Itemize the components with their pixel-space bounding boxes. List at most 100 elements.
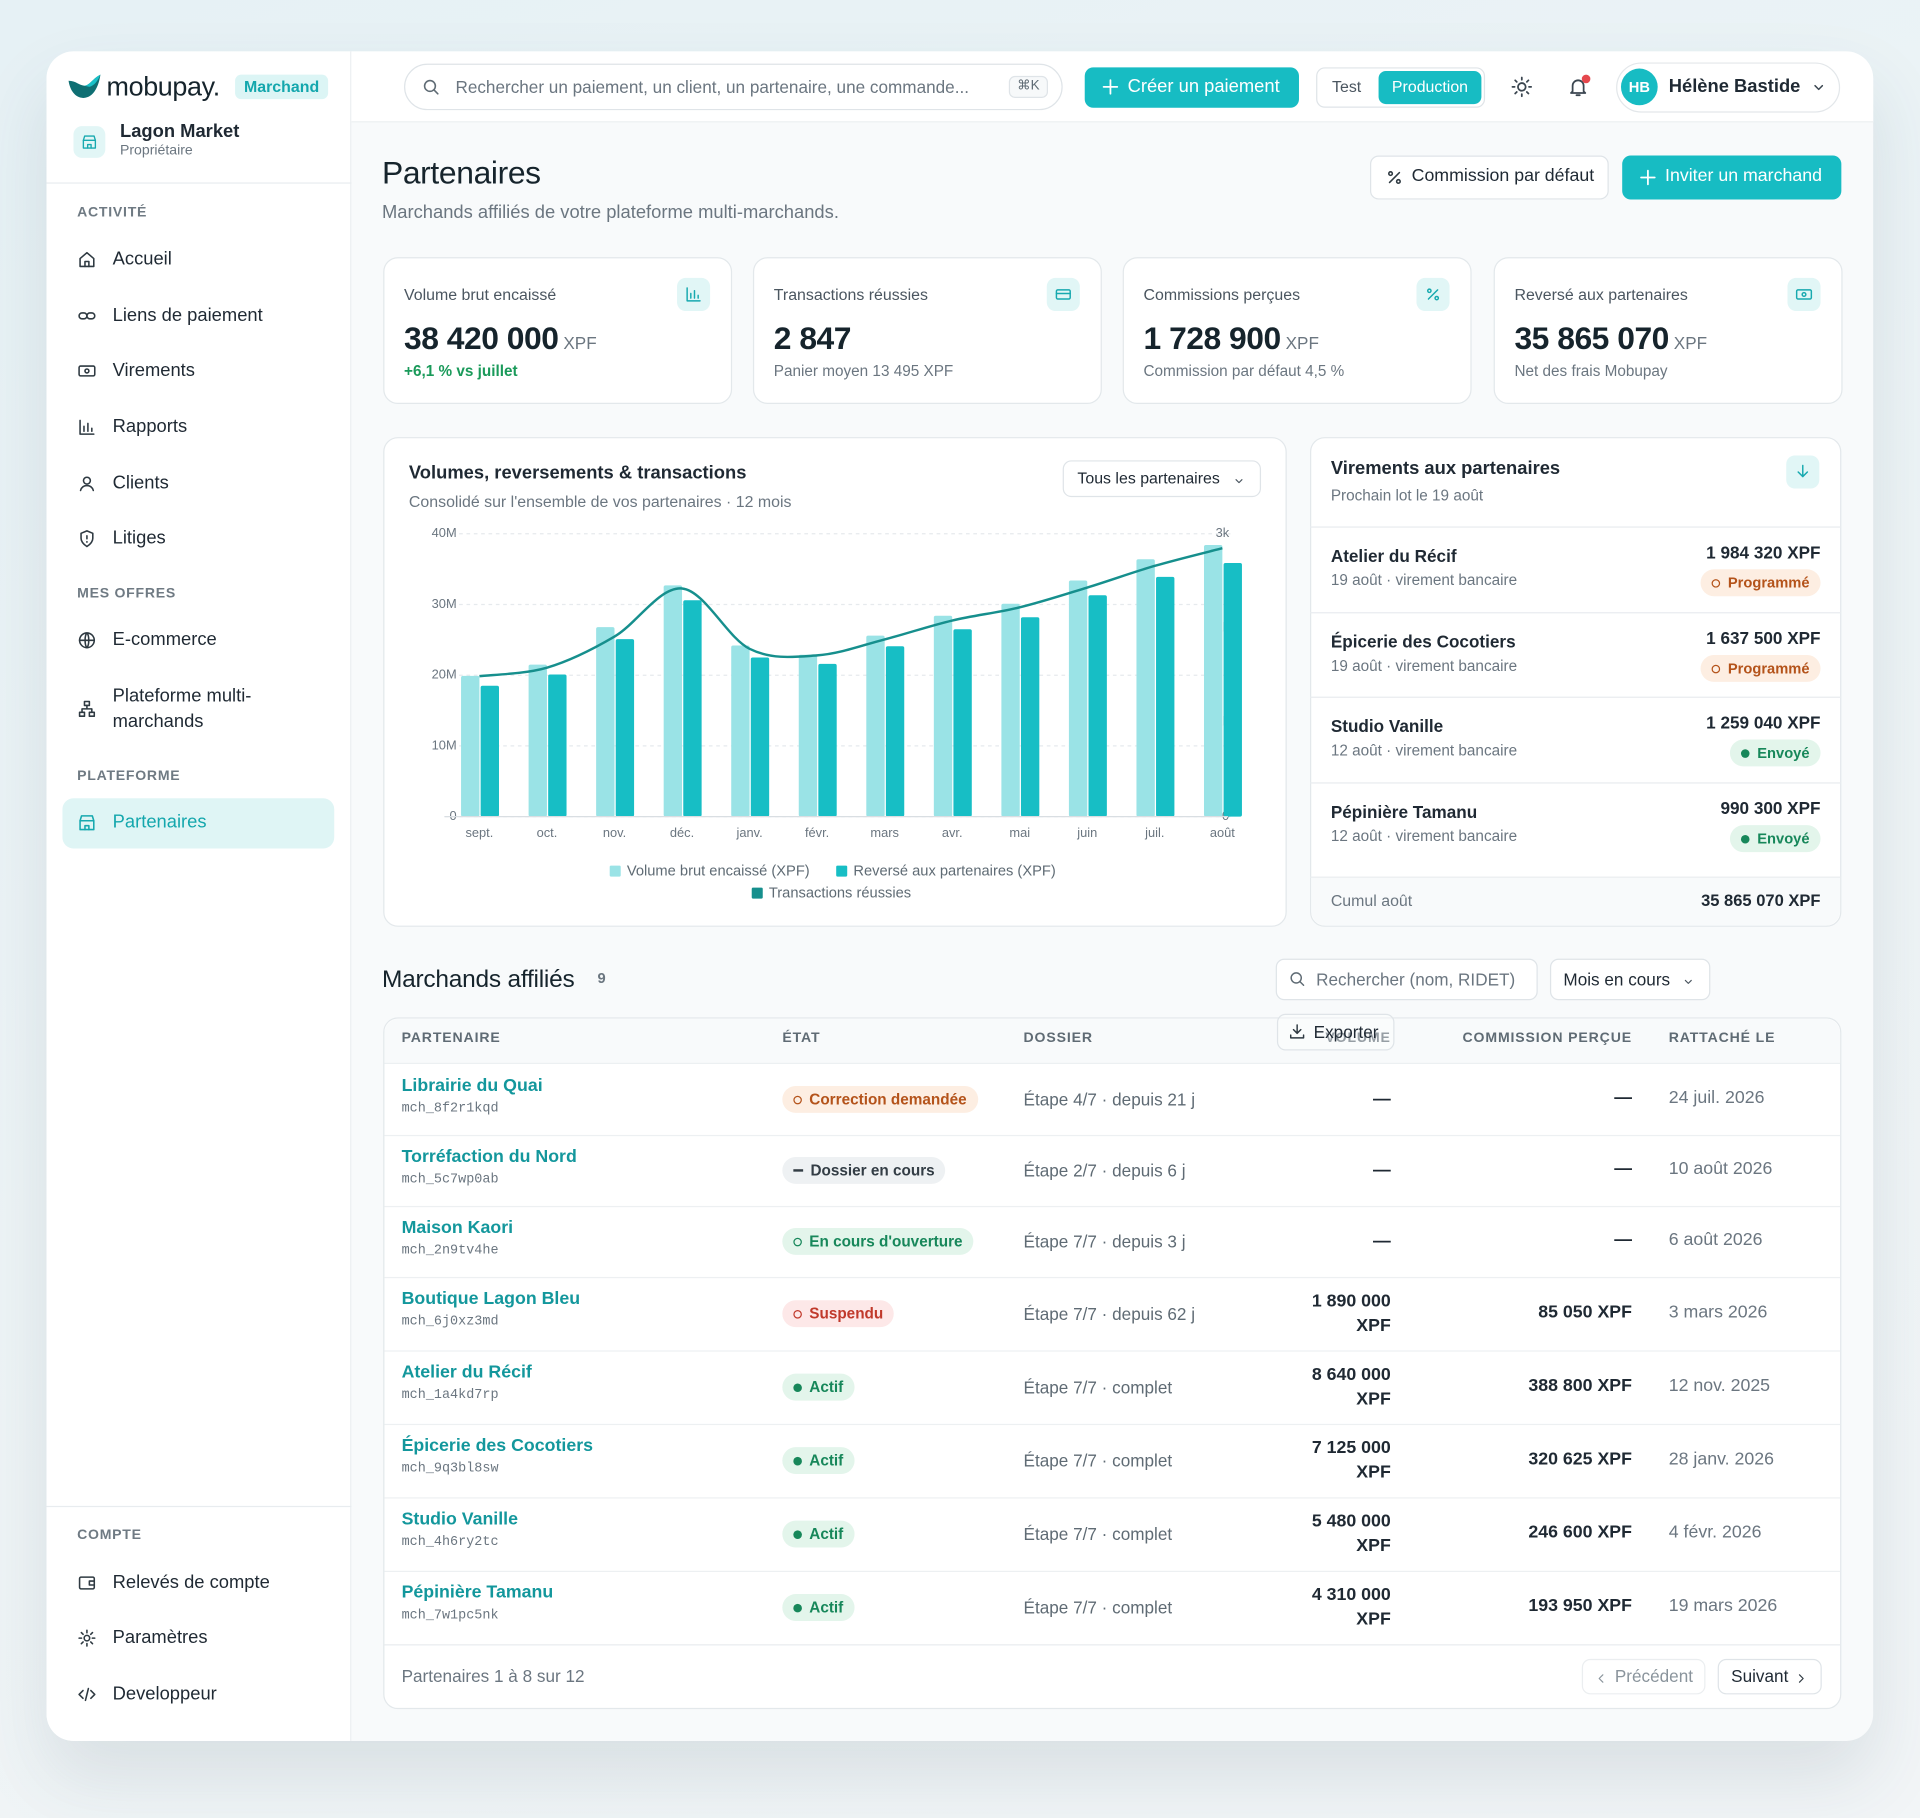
status-pill: Correction demandée (782, 1085, 978, 1113)
nav-item[interactable]: Liens de paiement (112, 304, 263, 326)
kpi-card (752, 257, 1102, 405)
env-test[interactable]: Test (1332, 77, 1362, 96)
status-label: Actif (809, 1524, 844, 1543)
transfer-sep (1310, 876, 1842, 878)
bar (615, 639, 635, 817)
prev-button[interactable] (1581, 1658, 1706, 1695)
transfer-name: Épicerie des Cocotiers (1330, 631, 1516, 651)
chart-filter[interactable] (1062, 460, 1262, 498)
transfer-detail: 12 août · virement bancaire (1330, 827, 1518, 845)
merchant-id: mch_4h6ry2tc (401, 1535, 499, 1551)
env-prod[interactable]: Production (1391, 77, 1469, 96)
merchants-search[interactable] (1275, 958, 1538, 1001)
merchant-name[interactable]: Torréfaction du Nord (401, 1147, 577, 1168)
nav-item[interactable]: E-commerce (112, 629, 217, 651)
export-label[interactable]: Exporter (1313, 1021, 1379, 1042)
nav-item[interactable]: Relevés de compte (112, 1572, 270, 1593)
merchant-date: 4 févr. 2026 (1668, 1523, 1762, 1543)
transfers-title: Virements aux partenaires (1330, 457, 1561, 479)
merchant-name[interactable]: Boutique Lagon Bleu (401, 1289, 581, 1310)
merchants-title: Marchands affiliés (381, 965, 575, 993)
next-button[interactable] (1717, 1658, 1822, 1695)
status-pill: Actif (782, 1520, 855, 1548)
nav-item[interactable]: Paramètres (112, 1627, 208, 1648)
bar (885, 646, 905, 817)
period-select[interactable] (1549, 958, 1711, 1001)
nav-active-bg[interactable] (62, 798, 335, 849)
merchant-name[interactable]: Librairie du Quai (401, 1076, 543, 1097)
nav-item[interactable]: Accueil (112, 248, 172, 270)
bar (1088, 595, 1107, 817)
chart-filter-label[interactable]: Tous les partenaires (1077, 469, 1220, 488)
transfer-name: Studio Vanille (1330, 715, 1444, 736)
merchant-volume: 8 640 000 XPF (1311, 1365, 1391, 1410)
nav-section: PLATEFORME (77, 768, 181, 784)
kpi-note: Net des frais Mobupay (1514, 361, 1668, 379)
status-pill: Dossier en cours (782, 1156, 946, 1184)
transfer-sep (1310, 526, 1842, 528)
status-pill: Programmé (1700, 655, 1821, 682)
icon-part (1798, 1674, 1804, 1683)
x-tick-label: mai (1009, 825, 1030, 840)
kpi-value: 35 865 070 XPF (1514, 320, 1708, 357)
x-tick-label: avr. (942, 825, 963, 840)
icon (1795, 285, 1813, 303)
icon-part (83, 422, 93, 432)
sidebar (46, 51, 352, 1741)
icon-part (80, 530, 94, 548)
create-button[interactable] (1084, 67, 1299, 108)
icon (1424, 285, 1442, 303)
commission-button[interactable] (1369, 155, 1609, 200)
icon-part (1814, 84, 1824, 91)
invite-button[interactable] (1622, 155, 1842, 200)
merchant-name[interactable]: Studio Vanille (401, 1509, 518, 1530)
status-icon (793, 1382, 802, 1392)
bar (683, 600, 702, 817)
transfer-name: Atelier du Récif (1330, 545, 1457, 566)
merchant-name[interactable]: Pépinière Tamanu (401, 1583, 554, 1603)
transfer-detail: 19 août · virement bancaire (1330, 656, 1518, 674)
nav-item[interactable]: Partenaires (112, 811, 207, 833)
icon (1567, 76, 1589, 98)
icon-part (78, 1687, 96, 1702)
icon-part (1795, 289, 1813, 300)
merchant-date: 12 nov. 2025 (1668, 1376, 1771, 1397)
icon-part (78, 632, 96, 649)
brand-name: mobupay. (106, 70, 221, 102)
icon-part (84, 260, 90, 268)
nav-item[interactable]: Plateforme multi-marchands (112, 685, 252, 733)
nav-item[interactable]: Rapports (112, 416, 188, 438)
merchant-name[interactable]: Épicerie des Cocotiers (401, 1436, 593, 1457)
x-tick-label: déc. (670, 825, 694, 840)
nav-item[interactable]: Virements (112, 359, 195, 381)
period-label[interactable]: Mois en cours (1563, 969, 1671, 989)
merchant-name[interactable]: Maison Kaori (401, 1218, 514, 1239)
prev-label[interactable]: Précédent (1614, 1665, 1693, 1686)
icon (77, 1628, 97, 1648)
next-label[interactable]: Suivant (1731, 1665, 1789, 1686)
merchant-dossier: Étape 7/7 · complet (1023, 1523, 1173, 1544)
kpi-unit: XPF (1285, 333, 1319, 354)
nav-item[interactable]: Clients (112, 472, 169, 494)
y-tick-label: 40M (432, 525, 457, 540)
bell-dot (1581, 74, 1591, 84)
bar (1156, 576, 1175, 817)
account-name: Lagon Market (119, 121, 240, 143)
logo (66, 71, 103, 103)
chart: 010M20M30M40M01k2k3ksept.oct.nov.déc.jan… (432, 525, 1242, 902)
merchant-volume: 7 125 000 XPF (1311, 1438, 1391, 1483)
status-label: Correction demandée (809, 1090, 967, 1108)
icon-part (1797, 464, 1809, 478)
icon-part (1388, 171, 1401, 184)
status-icon (793, 1095, 802, 1104)
bar (1223, 563, 1242, 817)
icon-part (686, 287, 701, 302)
nav-item[interactable]: Litiges (112, 527, 166, 549)
merchant-name[interactable]: Atelier du Récif (401, 1363, 532, 1383)
bar (1020, 617, 1040, 817)
search-box[interactable] (404, 63, 1063, 111)
nav-item[interactable]: Developpeur (112, 1683, 217, 1705)
icon (1511, 76, 1533, 98)
merchant-id: mch_6j0xz3md (401, 1315, 499, 1331)
env-prod-bg[interactable] (1378, 71, 1482, 105)
